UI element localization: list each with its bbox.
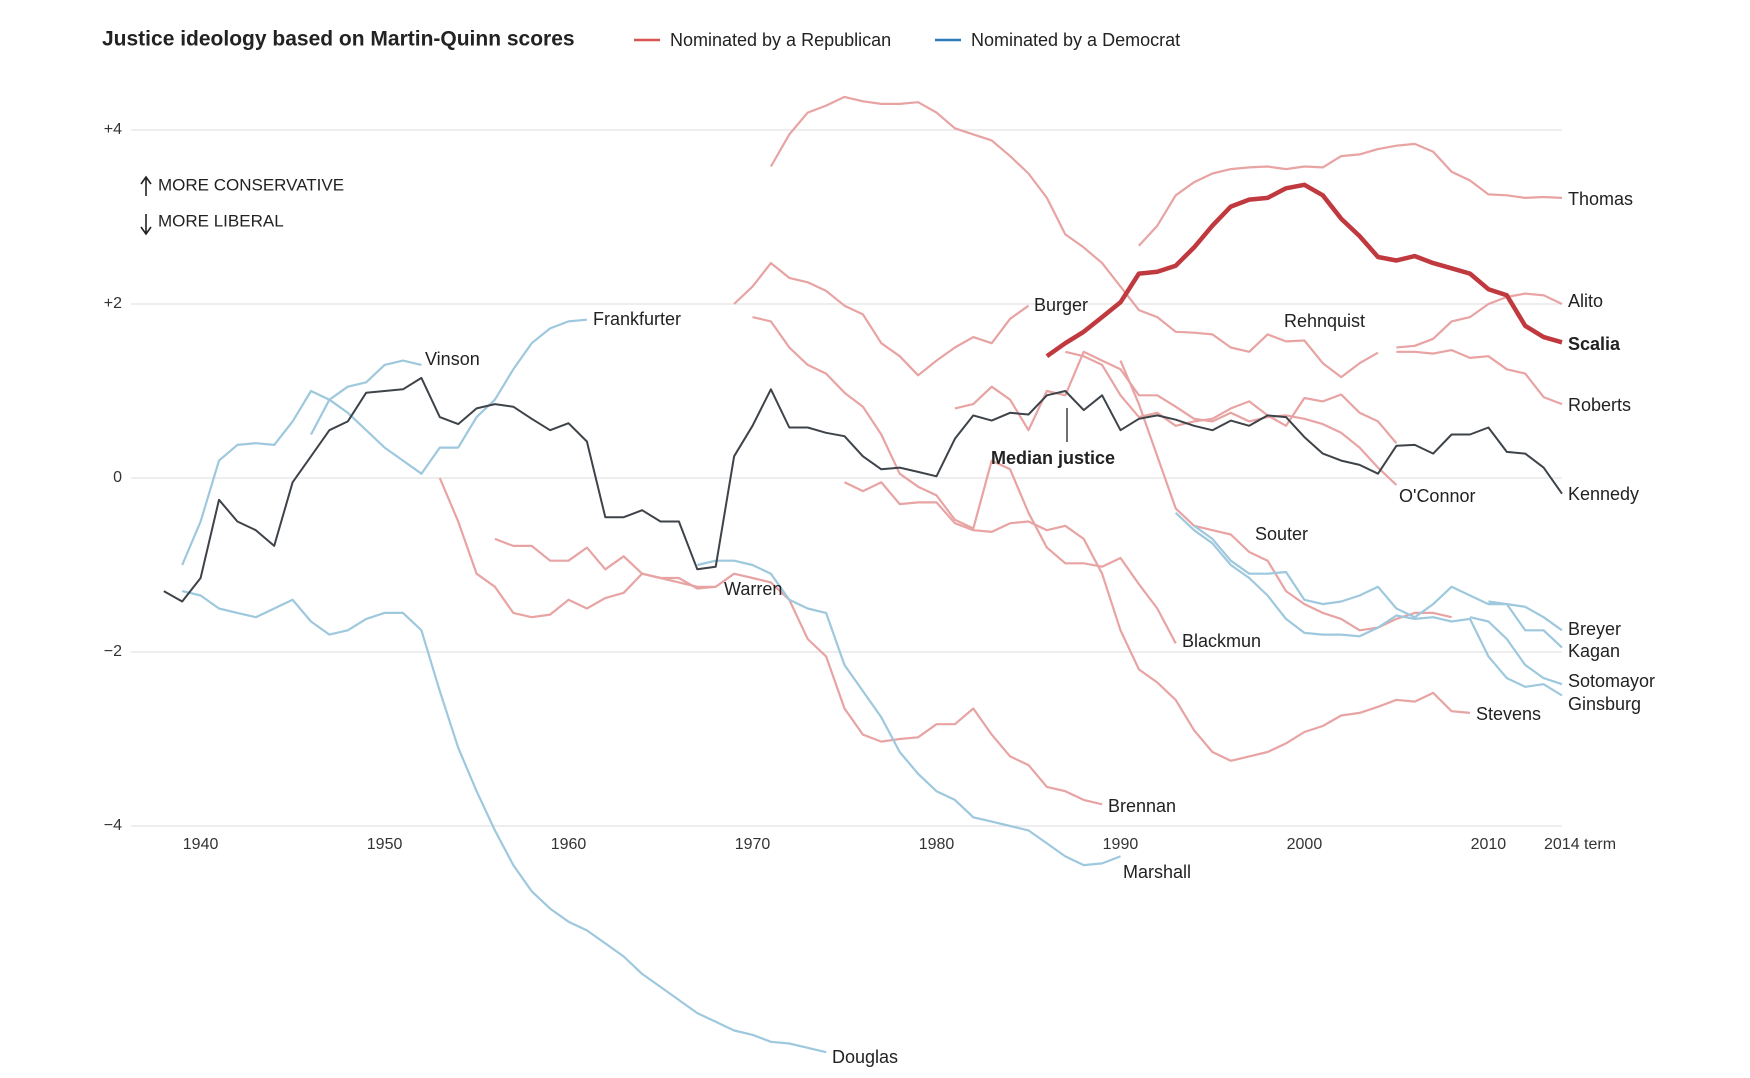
series-line — [438, 477, 716, 619]
series-line — [163, 376, 1563, 603]
series-line — [1488, 600, 1563, 649]
series-line — [844, 481, 1471, 762]
series-label: Rehnquist — [1284, 311, 1365, 331]
x-tick-label: 1970 — [735, 836, 771, 853]
series-line — [181, 590, 827, 1054]
series-label: Marshall — [1123, 862, 1191, 882]
series-label: Kagan — [1568, 641, 1620, 661]
series-label: Warren — [724, 579, 782, 599]
legend-label: Nominated by a Republican — [670, 30, 891, 50]
series-line — [1138, 142, 1563, 247]
chart-title: Justice ideology based on Martin-Quinn s… — [102, 28, 575, 51]
series-label: Burger — [1034, 295, 1088, 315]
annotation: MORE LIBERAL — [158, 211, 284, 230]
series-line — [310, 359, 422, 436]
series-line — [1045, 182, 1563, 359]
series-label: Stevens — [1476, 704, 1541, 724]
arrow-up — [140, 175, 152, 196]
series-label: Sotomayor — [1568, 671, 1655, 691]
y-tick-label: +2 — [104, 295, 122, 312]
x-tick-label: 1980 — [919, 836, 955, 853]
series-label: Alito — [1568, 291, 1603, 311]
y-tick-label: +4 — [104, 121, 122, 138]
series-label: Median justice — [991, 448, 1115, 468]
series-label: Breyer — [1568, 619, 1621, 639]
legend-label: Nominated by a Democrat — [971, 30, 1180, 50]
series-label: Roberts — [1568, 395, 1631, 415]
series-line — [1469, 616, 1563, 686]
y-tick-label: −4 — [104, 817, 122, 834]
x-tick-label: 2000 — [1287, 836, 1323, 853]
series-label: Blackmun — [1182, 631, 1261, 651]
x-tick-label: 1950 — [367, 836, 403, 853]
series-label: Thomas — [1568, 189, 1633, 209]
series-label: Scalia — [1568, 334, 1621, 354]
series-label: Brennan — [1108, 796, 1176, 816]
series-label: Vinson — [425, 349, 480, 369]
x-tick-label: 2010 — [1471, 836, 1507, 853]
series-line — [697, 559, 1121, 867]
series-line — [1396, 292, 1563, 349]
series-label: Douglas — [832, 1047, 898, 1067]
series-line — [181, 318, 588, 566]
series-line — [954, 350, 1398, 486]
x-tick-label: 2014 term — [1544, 836, 1616, 853]
series-line — [752, 316, 1177, 644]
x-tick-label: 1990 — [1103, 836, 1139, 853]
arrow-down — [140, 214, 152, 236]
series-line — [769, 95, 1379, 379]
x-tick-label: 1940 — [183, 836, 219, 853]
series-line — [1119, 360, 1452, 632]
series-label: Frankfurter — [593, 309, 681, 329]
series-line — [1065, 350, 1398, 444]
series-line — [733, 262, 1030, 377]
series-label: Kennedy — [1568, 484, 1639, 504]
series-line — [1174, 512, 1563, 697]
series-line — [494, 537, 1103, 806]
x-tick-label: 1960 — [551, 836, 587, 853]
annotation: MORE CONSERVATIVE — [158, 175, 344, 194]
series-label: O'Connor — [1399, 486, 1475, 506]
y-tick-label: 0 — [113, 469, 122, 486]
series-label: Souter — [1255, 524, 1308, 544]
series-line — [1396, 349, 1563, 406]
y-tick-label: −2 — [104, 643, 122, 660]
series-label: Ginsburg — [1568, 694, 1641, 714]
